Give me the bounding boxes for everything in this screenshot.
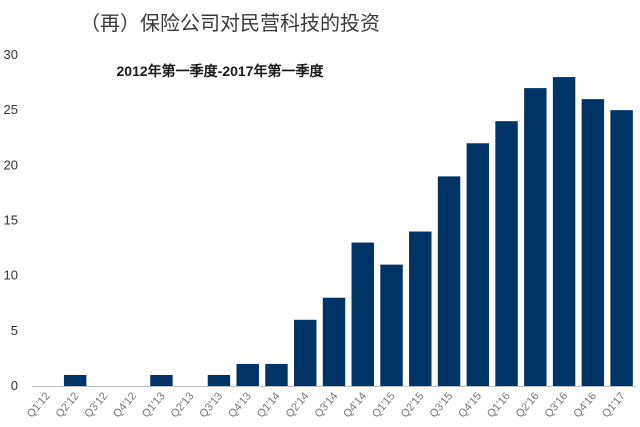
bar [150, 374, 173, 386]
bar [207, 374, 231, 386]
x-tick-label: Q1'14 [255, 390, 283, 420]
y-tick-label: 5 [11, 323, 18, 338]
bar [581, 99, 605, 386]
bar [236, 363, 259, 386]
y-tick-label: 10 [4, 268, 18, 283]
x-tick-label: Q3'14 [312, 390, 340, 420]
y-tick-label: 15 [4, 213, 18, 228]
x-tick-label: Q4'14 [341, 390, 369, 420]
y-axis: 0 5 10 15 20 25 30 [4, 47, 18, 393]
x-tick-label: Q4'13 [226, 390, 254, 420]
x-tick-label: Q1'15 [370, 390, 398, 420]
x-tick-label: Q2'15 [399, 390, 427, 420]
x-tick-label: Q2'13 [169, 390, 197, 420]
x-tick-label: Q2'14 [284, 390, 312, 420]
bar-series [63, 77, 633, 387]
bar [322, 297, 346, 386]
x-tick-label: Q1'12 [25, 390, 53, 420]
x-tick-label: Q2'12 [54, 390, 82, 420]
x-tick-label: Q4'12 [111, 390, 139, 420]
x-tick-label: Q4'15 [456, 390, 484, 420]
x-tick-label: Q1'17 [600, 390, 628, 420]
x-axis: Q1'12 Q2'12 Q3'12 Q4'12 Q1'13 Q2'13 Q3'13 Q4'13… [25, 390, 628, 420]
bar [63, 374, 87, 386]
bar [294, 319, 317, 386]
bar [466, 143, 490, 386]
y-tick-label: 20 [4, 157, 18, 172]
bar [524, 88, 547, 386]
bar [552, 77, 576, 386]
bar [351, 242, 374, 386]
x-tick-label: Q3'16 [543, 390, 571, 420]
x-tick-label: Q3'15 [428, 390, 456, 420]
x-tick-label: Q2'16 [514, 390, 542, 420]
bar [610, 110, 633, 387]
bar [495, 121, 518, 386]
bar [409, 231, 432, 386]
x-tick-label: Q3'12 [82, 390, 110, 420]
x-tick-label: Q4'16 [571, 390, 599, 420]
y-tick-label: 25 [4, 102, 18, 117]
bar [265, 363, 288, 386]
x-tick-label: Q3'13 [197, 390, 225, 420]
bar [437, 176, 461, 386]
x-tick-label: Q1'13 [140, 390, 168, 420]
x-tick-label: Q1'16 [485, 390, 513, 420]
bar [380, 264, 403, 386]
chart-subtitle: 2012年第一季度-2017年第一季度 [117, 63, 325, 79]
y-tick-label: 0 [11, 378, 18, 393]
chart-title: （再）保险公司对民营科技的投资 [80, 11, 380, 35]
y-tick-label: 30 [4, 47, 18, 62]
